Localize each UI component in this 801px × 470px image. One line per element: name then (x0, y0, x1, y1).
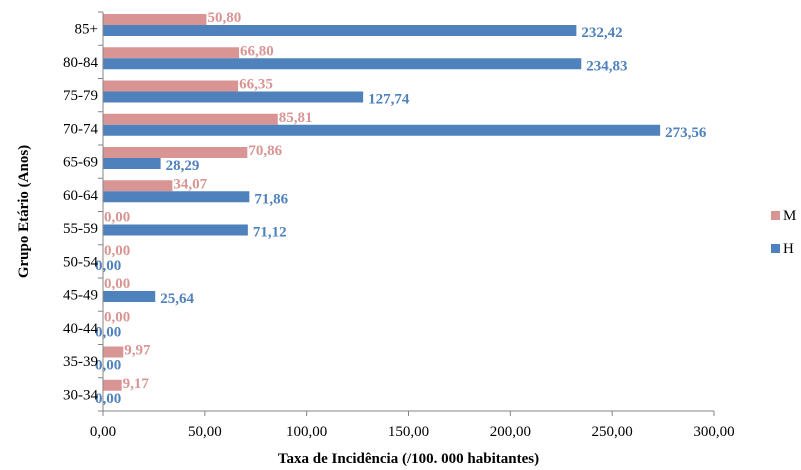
legend-label-h: H (783, 241, 794, 257)
bar-h (103, 158, 161, 169)
bar-h (103, 224, 248, 236)
category-label: 50-54 (63, 254, 98, 270)
category-label: 30-34 (63, 387, 98, 403)
x-tick-label: 100,00 (286, 424, 327, 440)
bar-m (103, 346, 124, 358)
data-label-m: 66,35 (239, 77, 273, 93)
data-label-m: 50,80 (207, 10, 241, 26)
data-label-m: 0,00 (104, 210, 130, 226)
data-label-h: 71,12 (253, 225, 287, 241)
data-label-m: 85,81 (279, 110, 313, 126)
x-tick-label: 300,00 (693, 424, 734, 440)
x-tick-label: 0,00 (90, 424, 116, 440)
data-label-m: 0,00 (104, 243, 130, 259)
category-label: 60-64 (63, 188, 98, 204)
data-label-m: 0,00 (104, 309, 130, 325)
bar-m (103, 147, 248, 158)
bar-h (103, 58, 582, 70)
bar-h (103, 25, 577, 36)
data-label-m: 70,86 (248, 143, 282, 159)
category-label: 80-84 (63, 55, 98, 71)
x-tick-label: 50,00 (188, 424, 222, 440)
x-tick-label: 250,00 (592, 424, 633, 440)
data-label-m: 34,07 (173, 176, 207, 192)
legend-label-m: M (783, 208, 796, 224)
data-label-m: 66,80 (240, 43, 274, 59)
bar-h (103, 124, 661, 136)
category-label: 40-44 (63, 321, 98, 337)
legend-swatch-h (771, 244, 780, 253)
x-tick-label: 150,00 (388, 424, 429, 440)
bar-h (103, 191, 250, 203)
legend: MH (771, 208, 796, 257)
bar-m (103, 14, 207, 25)
data-label-m: 9,97 (124, 343, 151, 359)
category-label: 55-59 (63, 221, 98, 237)
category-label: 35-39 (63, 354, 98, 370)
bar-m (103, 180, 173, 192)
data-label-m: 9,17 (123, 376, 150, 392)
data-label-h: 25,64 (160, 291, 194, 307)
y-axis-title: Grupo Etário (Anos) (16, 145, 32, 278)
category-label: 45-49 (63, 288, 98, 304)
data-label-h: 0,00 (95, 324, 121, 340)
bars-layer: 50,80 232,42 66,80 234,83 66,35 127,74 85,81 27… (95, 10, 707, 407)
data-label-h: 0,00 (95, 258, 121, 274)
legend-swatch-m (771, 211, 780, 220)
category-label: 65-69 (63, 155, 98, 171)
bar-m (103, 80, 239, 92)
x-axis-title: Taxa de Incidência (/100. 000 habitantes… (278, 451, 539, 467)
x-tick-labels: 0,00 50,00 100,00 150,00 200,00 250,00 300,00 (90, 411, 735, 440)
data-label-h: 273,56 (665, 125, 707, 141)
data-label-m: 0,00 (104, 276, 130, 292)
data-label-h: 234,83 (586, 58, 627, 74)
data-label-h: 232,42 (581, 25, 622, 41)
category-label: 85+ (75, 22, 98, 38)
category-label: 70-74 (63, 121, 98, 137)
bar-m (103, 379, 122, 391)
data-label-h: 127,74 (368, 92, 410, 108)
data-label-h: 28,29 (166, 158, 200, 174)
data-label-h: 71,86 (254, 191, 288, 207)
bar-h (103, 291, 156, 302)
data-label-h: 0,00 (95, 391, 121, 407)
bar-h (103, 91, 364, 103)
x-tick-label: 200,00 (490, 424, 531, 440)
bar-m (103, 113, 278, 125)
category-label: 75-79 (63, 88, 98, 104)
bar-m (103, 47, 240, 59)
category-labels: 85+ 80-84 75-79 70-74 65-69 60-64 55-59 50-54 45… (63, 11, 103, 412)
data-label-h: 0,00 (95, 358, 121, 374)
